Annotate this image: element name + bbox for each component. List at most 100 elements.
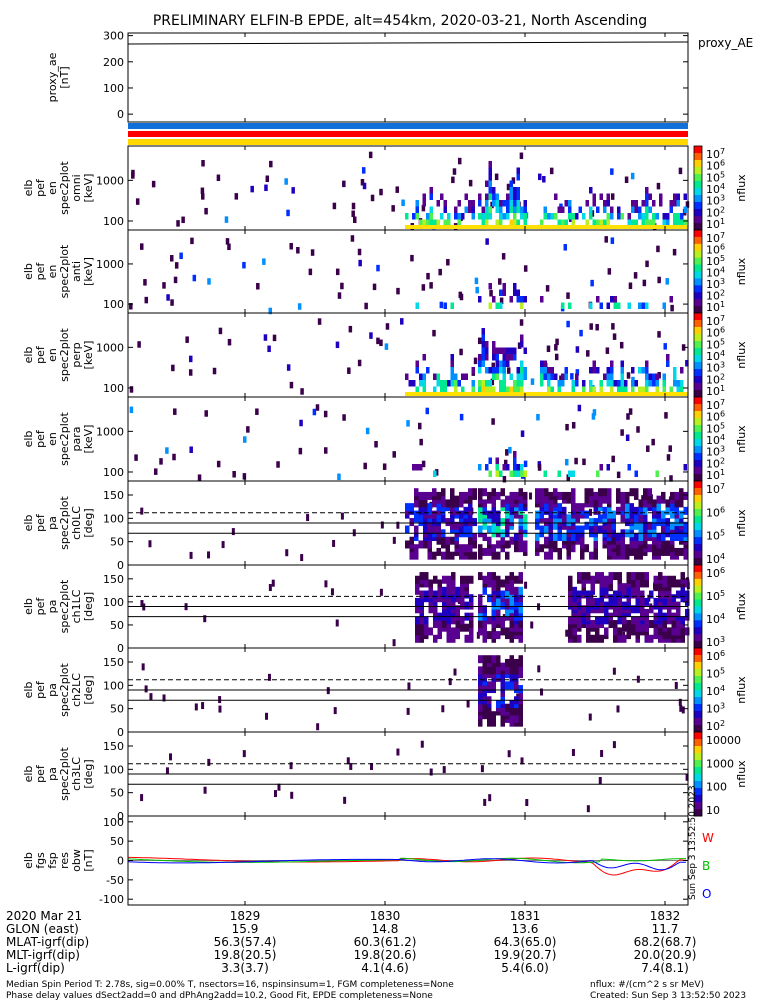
footer-value-2-2: 64.3(65.0) bbox=[494, 935, 557, 949]
pitch-cell bbox=[665, 525, 670, 534]
spectrogram-cell bbox=[450, 367, 454, 374]
spectrogram-cell bbox=[620, 213, 624, 220]
pitch-cell bbox=[586, 590, 591, 599]
pitch-cell bbox=[631, 616, 636, 625]
footer-row-label-2: MLAT-igrf(dip) bbox=[6, 935, 89, 949]
pitch-cell bbox=[595, 634, 600, 643]
pitch-cell bbox=[507, 750, 511, 758]
pitch-cell bbox=[604, 586, 609, 595]
spectrogram-cell bbox=[613, 302, 617, 309]
pitch-cell bbox=[553, 544, 558, 553]
spectrogram-cell bbox=[680, 367, 684, 374]
pitch-cell bbox=[454, 495, 459, 504]
colorbar-segment bbox=[694, 390, 702, 398]
pitch-cell bbox=[207, 758, 211, 766]
pitch-cell bbox=[586, 805, 590, 813]
ylabel-proxy_ae-0: proxy_ae bbox=[46, 52, 59, 102]
colorbar-label-en_perp: nflux bbox=[735, 341, 748, 369]
spectrogram-cell bbox=[603, 200, 607, 207]
spectrogram-cell bbox=[568, 200, 572, 207]
ytick-label-pa_ch3-1: 100 bbox=[103, 763, 124, 776]
spectrogram-cell bbox=[426, 213, 430, 220]
pitch-cell bbox=[500, 518, 505, 527]
colorbar-tick-en_para-1: 106 bbox=[706, 410, 725, 424]
pitch-cell bbox=[392, 536, 396, 544]
pitch-cell bbox=[514, 510, 519, 519]
panel-frame-en_perp bbox=[127, 312, 689, 398]
spectrogram-cell bbox=[648, 380, 652, 387]
pitch-cell bbox=[616, 495, 621, 504]
pitch-cell bbox=[562, 514, 567, 523]
pitch-cell bbox=[221, 541, 225, 549]
spectrogram-cell bbox=[298, 447, 303, 455]
spectrogram-cell bbox=[502, 475, 507, 483]
spectrogram-cell bbox=[676, 213, 680, 220]
pitch-cell bbox=[464, 634, 469, 643]
spectrogram-cell bbox=[412, 380, 416, 387]
pitch-cell bbox=[514, 658, 519, 667]
pitch-cell bbox=[491, 594, 496, 603]
colorbar-frame bbox=[693, 731, 703, 817]
pitch-cell bbox=[271, 579, 275, 587]
spectrogram-cell bbox=[422, 380, 426, 387]
pitch-cell bbox=[285, 549, 289, 557]
pitch-cell bbox=[446, 605, 451, 614]
pitch-cell bbox=[505, 681, 510, 690]
spectrogram-cell bbox=[438, 268, 442, 276]
spectrogram-cell bbox=[606, 193, 610, 200]
spectrogram-cell bbox=[429, 282, 433, 289]
spectrogram-cell bbox=[652, 219, 656, 226]
spectrogram-cell bbox=[478, 360, 482, 367]
pitch-cells-pa_ch3 bbox=[140, 740, 689, 813]
pitch-cell bbox=[671, 594, 676, 603]
pitch-cell bbox=[427, 491, 432, 500]
colorbar-label-pa_ch2: nflux bbox=[735, 676, 748, 704]
pitch-cell bbox=[427, 521, 432, 530]
pitch-cell bbox=[631, 605, 636, 614]
pitch-cell bbox=[505, 666, 510, 675]
colorbar-segment bbox=[694, 809, 702, 817]
spectrogram-cell bbox=[626, 413, 630, 420]
pitch-cell bbox=[478, 692, 483, 701]
spectrogram-cell bbox=[369, 332, 373, 339]
spectrogram-cell bbox=[474, 277, 479, 285]
pitch-cell bbox=[652, 521, 657, 530]
pitch-cell bbox=[352, 529, 356, 537]
pitch-cell bbox=[306, 514, 310, 522]
pitch-cell bbox=[568, 590, 573, 599]
spectrogram-cell bbox=[582, 386, 586, 393]
spectrogram-cell bbox=[554, 373, 558, 380]
pitch-cell bbox=[571, 503, 576, 512]
pitch-cell bbox=[613, 597, 618, 606]
ytick-label-bw-2: 0 bbox=[117, 855, 124, 868]
pitch-cell bbox=[265, 712, 269, 720]
pitch-cell bbox=[680, 586, 685, 595]
spectrogram-cell bbox=[488, 161, 492, 168]
proxy-ae-right-label: proxy_AE bbox=[698, 36, 753, 50]
pitch-cell bbox=[539, 488, 544, 497]
pitch-cell bbox=[491, 499, 496, 508]
pitch-cell bbox=[140, 600, 144, 608]
pitch-cell bbox=[580, 536, 585, 545]
ytick-label-en_para-0: 1000 bbox=[96, 425, 124, 438]
spectrogram-cell bbox=[457, 157, 462, 165]
pitch-cell bbox=[643, 521, 648, 530]
pitch-cell bbox=[500, 488, 505, 497]
colorbar-segment bbox=[694, 711, 702, 719]
spectrogram-cell bbox=[492, 193, 496, 200]
pitch-cell bbox=[491, 711, 496, 720]
spectrogram-cell bbox=[488, 213, 492, 220]
pitch-cell bbox=[423, 518, 428, 527]
pitch-cell bbox=[548, 503, 553, 512]
pitch-cell bbox=[487, 510, 492, 519]
colorbar-segment bbox=[694, 571, 702, 580]
pitch-cell bbox=[509, 620, 514, 629]
pitch-cell bbox=[638, 499, 643, 508]
colorbar-segment bbox=[694, 718, 702, 726]
pitch-cell bbox=[464, 575, 469, 584]
spectrogram-cell bbox=[520, 341, 524, 348]
pitch-cell bbox=[509, 514, 514, 523]
spectrogram-cell bbox=[523, 460, 528, 468]
colorbar-segment bbox=[694, 683, 702, 691]
